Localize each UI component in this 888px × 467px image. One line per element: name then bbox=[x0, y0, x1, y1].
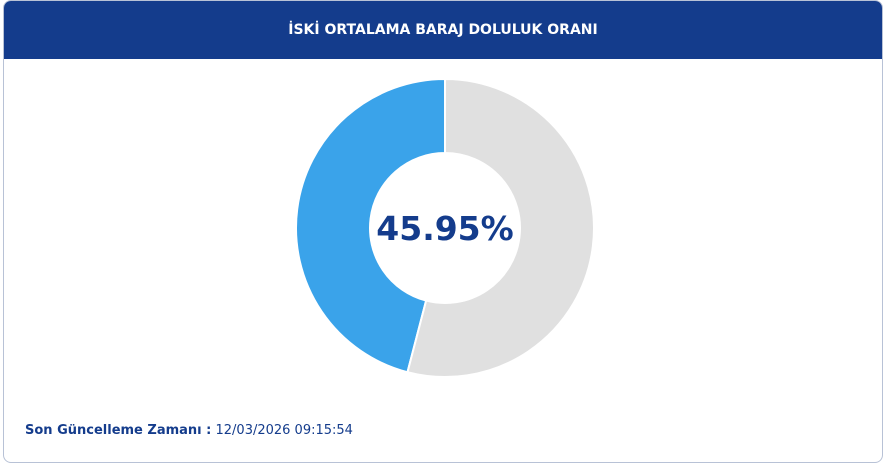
chart-title: İSKİ ORTALAMA BARAJ DOLULUK ORANI bbox=[288, 22, 598, 38]
footer: Son Güncelleme Zamanı : 12/03/2026 09:15… bbox=[25, 423, 353, 438]
footer-label: Son Güncelleme Zamanı : bbox=[25, 423, 212, 438]
header: İSKİ ORTALAMA BARAJ DOLULUK ORANI bbox=[4, 1, 882, 59]
center-label: 45.95% bbox=[376, 209, 513, 248]
donut-segment bbox=[406, 77, 595, 378]
donut-segment bbox=[295, 77, 446, 374]
card: İSKİ ORTALAMA BARAJ DOLULUK ORANI Son Gü… bbox=[3, 0, 883, 463]
timestamp: 12/03/2026 09:15:54 bbox=[215, 423, 353, 438]
